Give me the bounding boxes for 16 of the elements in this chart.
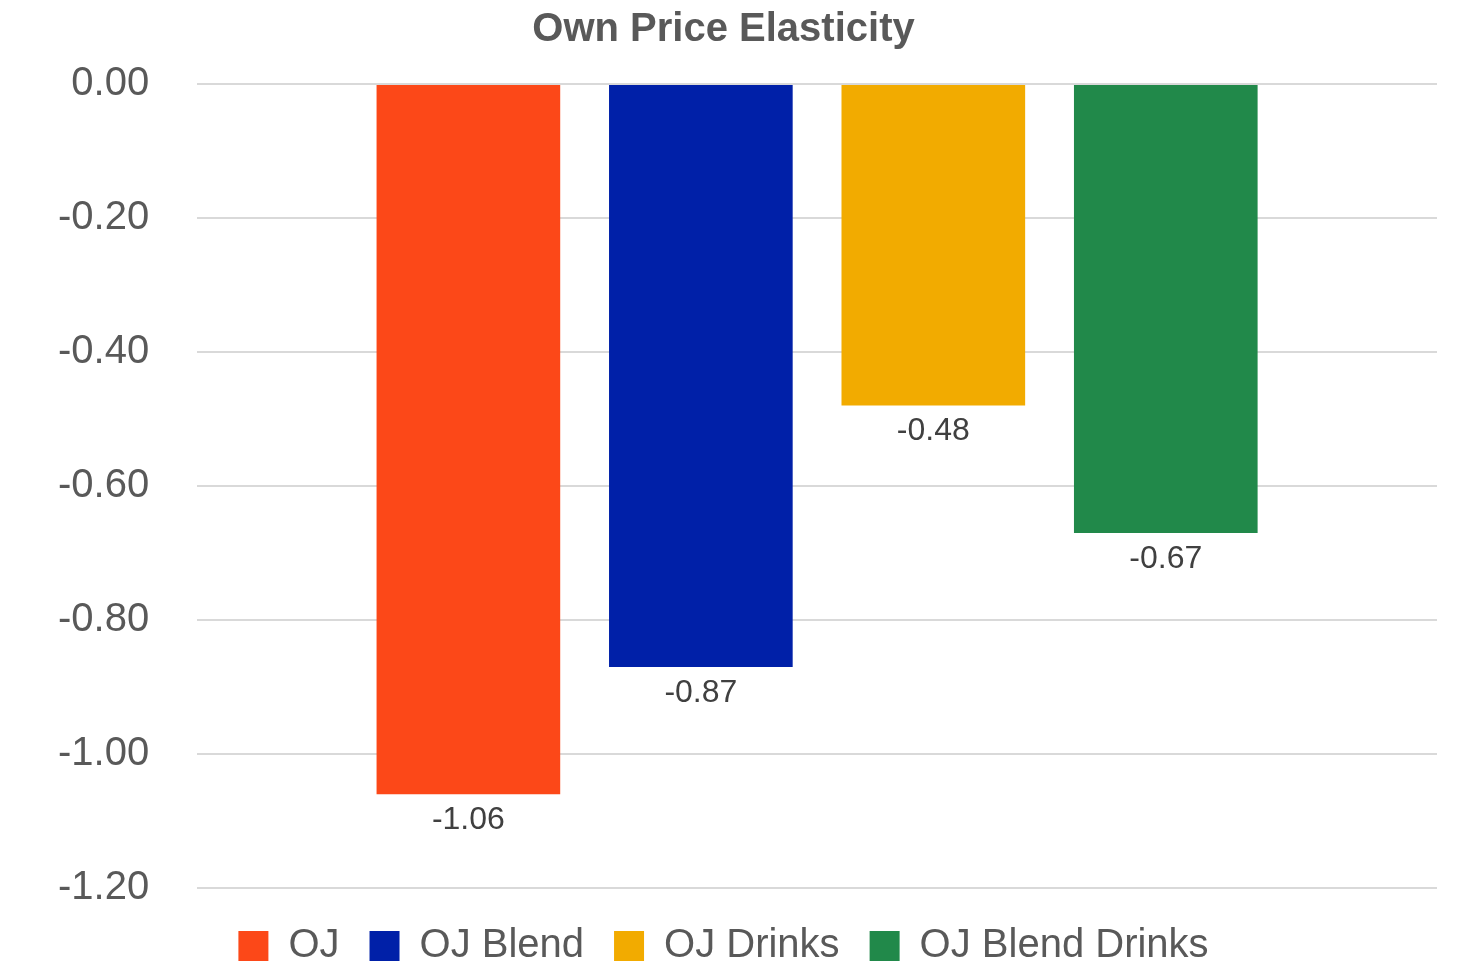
legend-label: OJ Drinks: [664, 921, 840, 966]
y-tick-label: -0.40: [58, 327, 150, 372]
chart-title: Own Price Elasticity: [532, 5, 916, 50]
legend-label: OJ Blend: [419, 921, 585, 966]
legend-label: OJ Blend Drinks: [919, 921, 1209, 966]
legend-label: OJ: [288, 921, 340, 966]
data-label: -0.67: [1129, 538, 1203, 575]
data-label: -0.48: [896, 411, 970, 448]
data-label: -0.87: [664, 672, 738, 709]
data-label: -1.06: [431, 800, 505, 837]
y-tick-label: -1.00: [58, 729, 150, 774]
y-tick-label: -0.20: [58, 193, 150, 238]
y-tick-label: 0.00: [71, 59, 150, 104]
y-tick-label: -0.80: [58, 595, 150, 640]
y-tick-label: -0.60: [58, 461, 150, 506]
y-tick-label: -1.20: [58, 863, 150, 908]
